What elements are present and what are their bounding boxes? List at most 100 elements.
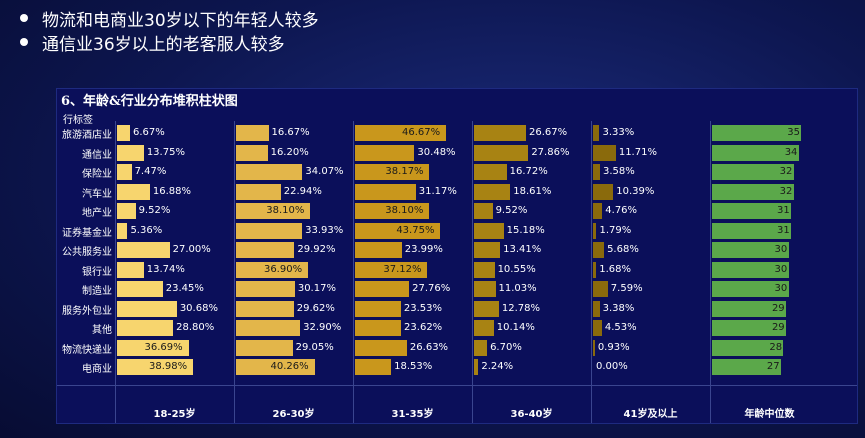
chart-title: 6、年龄&行业分布堆积柱状图: [61, 94, 238, 109]
bullet-list: 物流和电商业30岁以下的年轻人较多 通信业36岁以上的老客服人较多: [14, 6, 319, 55]
chart-bar: [474, 125, 526, 141]
chart-bar: [355, 359, 392, 375]
data-label: 29.62%: [296, 302, 335, 314]
data-label: 23.45%: [165, 283, 204, 294]
data-label: 13.75%: [146, 146, 185, 158]
category-label: 汽车业: [82, 188, 112, 200]
data-label: 30: [774, 244, 788, 255]
category-label: 旅游酒店业: [62, 130, 112, 141]
column-divider: [472, 121, 473, 423]
data-label: 38.10%: [385, 205, 424, 216]
chart-bar: [474, 183, 511, 200]
chart-bar: [712, 320, 786, 336]
data-label: 5.36%: [130, 224, 163, 236]
bullet-text: 物流和电商业30岁以下的年轻人较多: [42, 10, 319, 31]
data-label: 29.05%: [295, 341, 334, 353]
data-label: 29: [771, 322, 785, 333]
category-label: 公共服务业: [62, 247, 112, 258]
column-divider: [353, 121, 354, 423]
series-label: 26-30岁: [272, 409, 315, 420]
data-label: 4.53%: [604, 322, 637, 333]
category-label: 保险业: [82, 169, 112, 180]
chart-bar: [593, 125, 600, 141]
data-label: 38.17%: [385, 166, 424, 177]
data-label: 23.53%: [403, 302, 443, 314]
category-label: 证券基金业: [62, 227, 112, 239]
chart-bar: [593, 261, 597, 278]
data-label: 30.48%: [417, 146, 456, 158]
data-label: 10.39%: [616, 185, 655, 197]
category-label: 银行业: [82, 266, 112, 278]
chart-bar: [593, 242, 605, 258]
chart-bar: [712, 281, 789, 297]
chart-bar: [593, 300, 600, 317]
chart-bar: [355, 183, 416, 200]
data-label: 10.14%: [496, 322, 535, 333]
chart-bar: [355, 144, 415, 161]
chart-bar: [474, 339, 488, 356]
bullet-dot-icon: [20, 38, 28, 46]
chart-bar: [355, 300, 401, 317]
data-label: 36.69%: [144, 341, 183, 353]
chart-bar: [236, 144, 268, 161]
chart-bar: [474, 222, 504, 239]
bullet-item: 物流和电商业30岁以下的年轻人较多: [14, 6, 319, 31]
category-label: 其他: [92, 325, 112, 336]
data-label: 13.41%: [503, 244, 542, 255]
data-label: 0.00%: [596, 361, 628, 372]
chart-bar: [236, 281, 295, 297]
chart-bar: [593, 320, 602, 336]
chart-bar: [355, 242, 402, 258]
chart-bar: [117, 320, 174, 336]
chart-bar: [593, 183, 614, 200]
data-label: 26.63%: [409, 341, 449, 353]
data-label: 27: [766, 361, 780, 372]
chart-bar: [712, 300, 786, 317]
data-label: 16.20%: [270, 146, 309, 158]
data-label: 32.90%: [303, 322, 342, 333]
chart-bar: [712, 125, 802, 141]
data-label: 31: [777, 224, 790, 236]
axis-line: [57, 385, 857, 386]
series-label: 41岁及以上: [623, 409, 678, 420]
data-label: 7.47%: [134, 166, 167, 177]
chart-bar: [712, 261, 789, 278]
chart-bar: [236, 222, 303, 239]
data-label: 9.52%: [495, 205, 528, 216]
chart-bar: [117, 281, 163, 297]
chart-bar: [474, 281, 496, 297]
chart-bar: [117, 144, 144, 161]
data-label: 33.93%: [305, 224, 344, 236]
column-divider: [591, 121, 592, 423]
data-label: 3.58%: [602, 166, 635, 177]
chart-bar: [117, 183, 150, 200]
chart-bar: [712, 242, 789, 258]
chart-bar: [474, 359, 479, 375]
series-label: 31-35岁: [391, 409, 434, 420]
data-label: 23.99%: [404, 244, 443, 255]
data-label: 0.93%: [597, 341, 630, 353]
chart-bar: [474, 164, 507, 180]
data-label: 26.67%: [529, 127, 568, 138]
data-label: 15.18%: [506, 224, 545, 236]
column-divider: [115, 121, 116, 423]
chart-bar: [474, 300, 499, 317]
chart-bar: [236, 359, 315, 375]
chart-bar: [355, 164, 430, 180]
category-label: 电商业: [82, 364, 112, 375]
chart-bar: [117, 125, 130, 141]
data-label: 4.76%: [605, 205, 638, 216]
chart-bar: [474, 144, 529, 161]
chart-bar: [117, 203, 136, 219]
chart-bar: [355, 125, 446, 141]
data-label: 27.00%: [172, 244, 211, 255]
data-label: 28: [769, 341, 783, 353]
data-label: 12.78%: [501, 302, 541, 314]
data-label: 32: [779, 185, 793, 197]
data-label: 11.71%: [618, 146, 657, 158]
row-header: 行标签: [63, 115, 93, 126]
category-label: 服务外包业: [62, 305, 112, 317]
data-label: 43.75%: [396, 224, 435, 236]
chart-panel: 6、年龄&行业分布堆积柱状图 行标签 旅游酒店业 6.67% 16.67% 46.67…: [56, 88, 858, 424]
data-label: 10.55%: [497, 263, 536, 275]
